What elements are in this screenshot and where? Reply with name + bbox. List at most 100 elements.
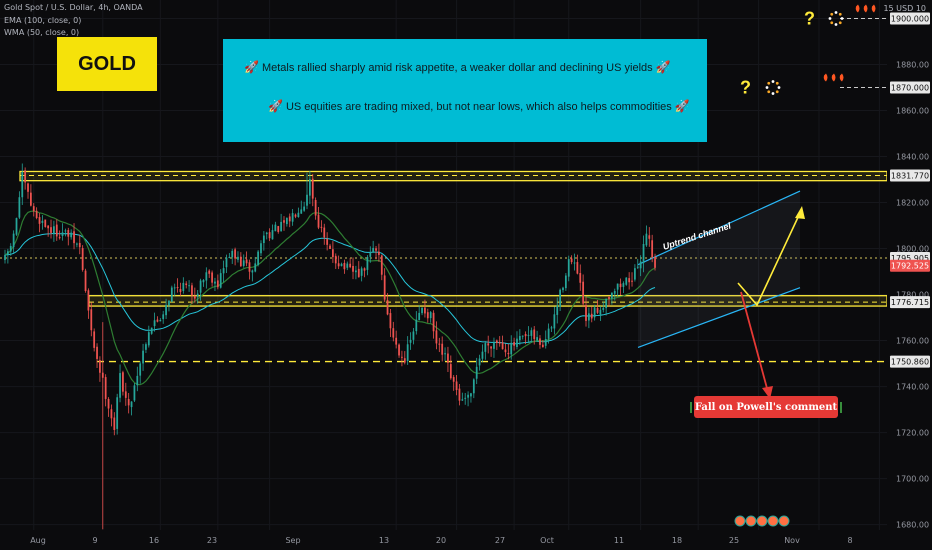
x-tick-label: 25: [729, 536, 739, 545]
candle-body: [193, 295, 196, 299]
price-label-bg: [890, 259, 930, 272]
candle-body: [288, 216, 291, 222]
y-tick-label: 1680.00: [896, 521, 929, 530]
ema-line: [4, 232, 656, 345]
candle-body: [291, 213, 294, 222]
candle-body: [277, 226, 280, 232]
candle-body: [179, 288, 182, 293]
candle-body: [332, 249, 334, 258]
candle-body: [323, 227, 326, 238]
powell-callout-label: Fall on Powell's comment: [694, 401, 838, 413]
candle-body: [631, 280, 633, 282]
candle-body: [415, 319, 418, 332]
candle-body: [334, 255, 337, 264]
candle-body: [55, 224, 58, 237]
candle-body: [251, 270, 254, 273]
candle-body: [426, 312, 429, 319]
x-tick-label: 9: [92, 536, 97, 545]
loading-icon: [775, 90, 779, 94]
candle-body: [73, 231, 75, 244]
candle-body: [582, 281, 585, 304]
powell-callout: Fall on Powell's comment: [689, 396, 843, 418]
candle-body: [562, 287, 564, 291]
candle-body: [553, 314, 556, 329]
candle-body: [41, 220, 44, 223]
fire-icon: [823, 73, 828, 82]
candle-body: [510, 342, 513, 355]
candle-body: [136, 375, 139, 386]
candle-body: [524, 334, 527, 337]
candle-body: [101, 372, 104, 378]
candle-body: [475, 366, 478, 379]
candle-body: [208, 270, 211, 274]
candle-body: [559, 289, 562, 307]
candle-body: [122, 372, 124, 392]
candle-body: [441, 343, 444, 355]
question-icon: ?: [804, 9, 815, 29]
candle-body: [398, 344, 400, 356]
candle-body: [346, 263, 349, 268]
ema-legend[interactable]: EMA (100, close, 0): [4, 16, 82, 25]
candle-body: [579, 273, 582, 283]
candle-body: [216, 280, 219, 288]
candle-body: [590, 313, 593, 319]
candle-body: [84, 270, 87, 292]
candle-body: [383, 275, 386, 300]
candle-body: [389, 313, 392, 329]
candle-body: [170, 287, 173, 302]
price-label-bg: [890, 12, 930, 25]
candle-body: [452, 377, 455, 382]
candle-body: [182, 282, 185, 291]
price-label: 1900.000: [891, 15, 929, 24]
y-tick-label: 1800.00: [896, 245, 929, 254]
candle-body: [429, 312, 432, 319]
candle-body: [297, 212, 300, 217]
loading-icon: [840, 17, 844, 20]
candle-body: [311, 178, 314, 199]
candle-body: [527, 334, 530, 336]
candle-body: [119, 373, 121, 398]
candle-body: [357, 268, 360, 278]
candle-body: [599, 309, 602, 315]
candle-body: [21, 171, 24, 198]
candle-body: [355, 270, 357, 273]
candle-body: [53, 226, 55, 235]
x-tick-label: 27: [495, 536, 505, 545]
candle-body: [651, 240, 654, 258]
candle-body: [467, 394, 469, 398]
candle-body: [156, 319, 159, 322]
loading-icon: [834, 23, 838, 26]
news-line-1: 🚀 Metals rallied sharply amid risk appeti…: [241, 60, 674, 74]
event-icon: [756, 515, 768, 527]
candle-body: [303, 206, 306, 211]
candle-body: [61, 232, 64, 236]
wma-legend[interactable]: WMA (50, close, 0): [4, 28, 80, 37]
candle-body: [64, 230, 67, 232]
candle-body: [421, 307, 423, 314]
uptrend-channel: Uptrend channel: [637, 190, 801, 349]
loading-icon: [775, 81, 779, 85]
fire-icon: [855, 4, 860, 13]
candle-body: [567, 259, 570, 277]
price-label: 1792.525: [891, 262, 929, 271]
loading-icon: [767, 81, 771, 85]
candle-body: [533, 329, 536, 340]
candle-body: [308, 179, 311, 196]
candle-body: [461, 399, 464, 401]
y-tick-label: 1820.00: [896, 199, 929, 208]
candle-body: [211, 272, 213, 283]
candle-body: [654, 256, 656, 268]
candle-body: [159, 320, 162, 322]
candle-body: [268, 232, 271, 239]
candle-body: [340, 263, 343, 267]
candle-body: [639, 261, 642, 269]
candle-body: [110, 409, 113, 419]
candle-body: [228, 256, 231, 258]
fire-icon: [839, 73, 844, 82]
candle-body: [447, 353, 449, 363]
candle-body: [239, 256, 242, 267]
candle-body: [360, 268, 363, 276]
candle-body: [449, 364, 452, 379]
candle-body: [320, 226, 323, 228]
